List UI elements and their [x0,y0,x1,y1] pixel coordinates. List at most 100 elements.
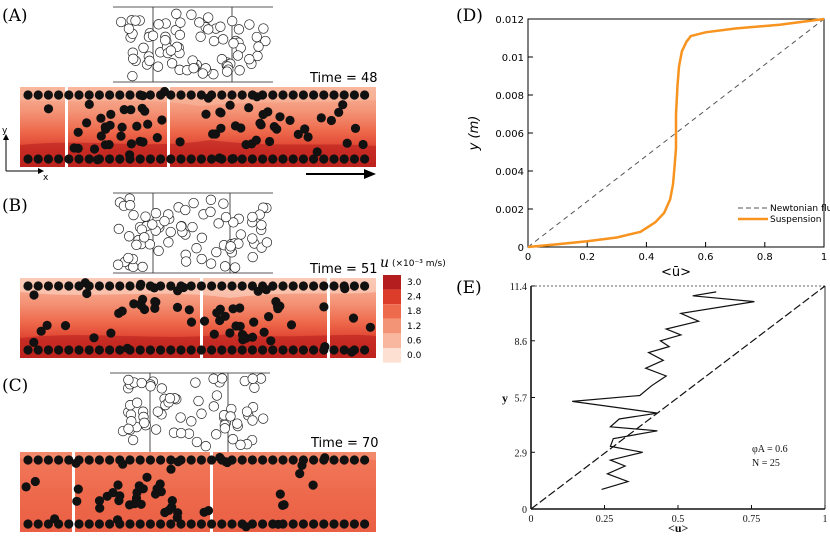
sketch-particle [227,15,238,27]
particle [33,90,43,100]
sketch-particle [205,258,217,269]
particle [319,302,329,312]
particle [119,105,129,115]
colorbar-label: 2.4 [407,293,422,303]
particle [64,345,74,355]
particle [173,508,183,518]
particle [138,137,148,147]
particle [166,281,176,291]
sketch-particle [186,9,197,20]
particle [348,313,359,323]
sketch-particle [216,373,228,384]
particle [308,480,318,490]
particle [64,90,74,100]
particle [145,519,155,529]
particle [275,112,285,122]
sketch-particle [153,245,164,256]
particle [33,154,43,164]
chart-e-ylabel: y [502,391,508,405]
particle [258,90,268,100]
sketch-particle [124,231,135,242]
field-wall-c1 [72,452,75,532]
particle [285,115,295,125]
particle [23,519,33,529]
time-label-b: Time = 51 [309,262,378,277]
sketch-particle [150,424,162,435]
particle [288,519,298,529]
particle [319,281,329,291]
sketch-particle [228,38,239,49]
particle [237,345,247,355]
particle [64,519,74,529]
particle [54,455,64,465]
particle [186,455,196,465]
particle [145,154,155,164]
particle [105,90,115,100]
sketch-particle [139,232,150,243]
sketch-particle [213,218,224,229]
particle [228,304,238,314]
wall-velocity-arrow [306,169,376,179]
particle [201,109,211,119]
sketch-particle [200,441,211,452]
sketch-particle [124,200,136,211]
particle [338,100,348,110]
particle [247,332,258,342]
particle [217,154,227,164]
panel-label-d: (D) [456,6,483,26]
particle [268,281,278,291]
particle [358,139,368,150]
particle [125,154,135,164]
sketch-particle [137,261,148,273]
particle [295,469,305,479]
particle [237,281,247,291]
particle [247,90,257,100]
sketch-particle [241,406,253,417]
sketch-particle [218,198,229,209]
particle [186,519,196,529]
particle [176,281,186,291]
x-tick-label: 0 [525,252,531,263]
particle [217,281,227,291]
y-tick-label: 0.002 [495,205,524,216]
particle [298,519,308,529]
particle [196,455,206,465]
particle [278,154,288,164]
sketch-particle [188,197,199,209]
particle [360,90,370,100]
particle [209,329,219,339]
particle [69,143,79,153]
particle [105,519,115,529]
particle [156,90,166,100]
sketch-particle [193,395,204,407]
sketch-particle [159,215,170,227]
particle [329,519,339,529]
particle [339,281,349,291]
colorbar-swatch [383,333,401,348]
sketch-particle [128,209,139,221]
particle [339,90,349,100]
particle [196,345,206,355]
field-wall-a2 [167,87,170,167]
sketch-particle [128,53,139,64]
sketch-particle [220,211,232,223]
particle [236,123,246,133]
x-tick-label: 0.25 [596,514,614,525]
particle [54,154,64,164]
y-tick-label: 0 [522,505,527,516]
particle [94,345,104,355]
particle [145,90,155,100]
field-wall-a1 [65,87,68,167]
sketch-particle [180,256,192,267]
particle [237,330,248,340]
particle [23,154,33,164]
particle [166,90,176,100]
field-wall-b2 [327,278,330,358]
particle [319,90,329,100]
particle [316,113,326,123]
particle [54,281,64,291]
x-tick-label: 1 [823,514,828,525]
particle [156,281,166,291]
particle [251,135,261,145]
